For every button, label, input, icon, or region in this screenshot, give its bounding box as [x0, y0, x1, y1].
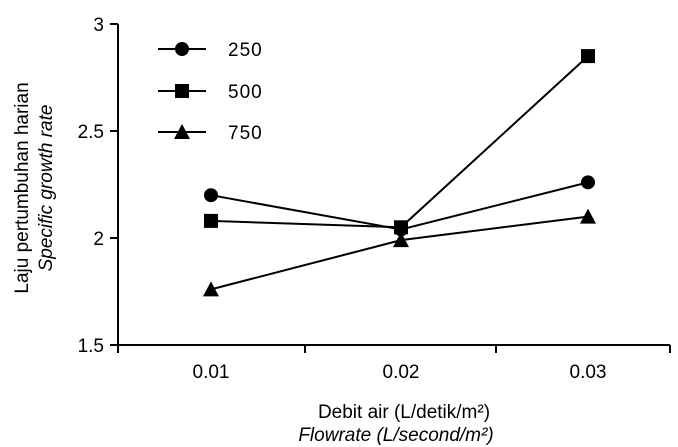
- data-point-500: [394, 220, 408, 235]
- y-axis-title: Laju pertumbuhan harian: [12, 82, 33, 293]
- legend-marker-750: [174, 124, 190, 139]
- x-axis-ticks: 0.01 0.02 0.03: [117, 345, 671, 383]
- data-point-250: [204, 188, 218, 203]
- legend-label-500: 500: [228, 82, 263, 103]
- y-tick-label: 2.5: [78, 122, 104, 143]
- series-line-500: [210, 55, 589, 229]
- y-tick-label: 3: [93, 15, 104, 36]
- data-point-500: [204, 213, 218, 228]
- y-tick-label: 2: [93, 229, 104, 250]
- legend-marker-250: [175, 42, 189, 56]
- legend-marker-500: [175, 84, 189, 98]
- data-point-750: [580, 208, 596, 224]
- y-axis-title-en: Specific growth rate: [36, 105, 57, 272]
- y-tick-label: 1.5: [78, 336, 104, 357]
- legend: 250 500 750: [158, 40, 263, 144]
- data-point-750: [203, 281, 219, 297]
- data-point-750: [393, 232, 409, 248]
- series-layer: [203, 49, 596, 297]
- x-axis-title-en: Flowrate (L/second/m²): [298, 425, 493, 446]
- x-tick-label: 0.01: [193, 362, 230, 383]
- x-tick-label: 0.02: [383, 362, 420, 383]
- legend-label-250: 250: [228, 40, 263, 61]
- data-point-500: [581, 49, 595, 64]
- x-tick-label: 0.03: [570, 362, 607, 383]
- data-point-250: [581, 175, 595, 190]
- legend-label-750: 750: [228, 123, 263, 144]
- y-axis-ticks: 1.5 2 2.5 3: [78, 15, 118, 357]
- x-axis-title: Debit air (L/detik/m²): [318, 402, 490, 423]
